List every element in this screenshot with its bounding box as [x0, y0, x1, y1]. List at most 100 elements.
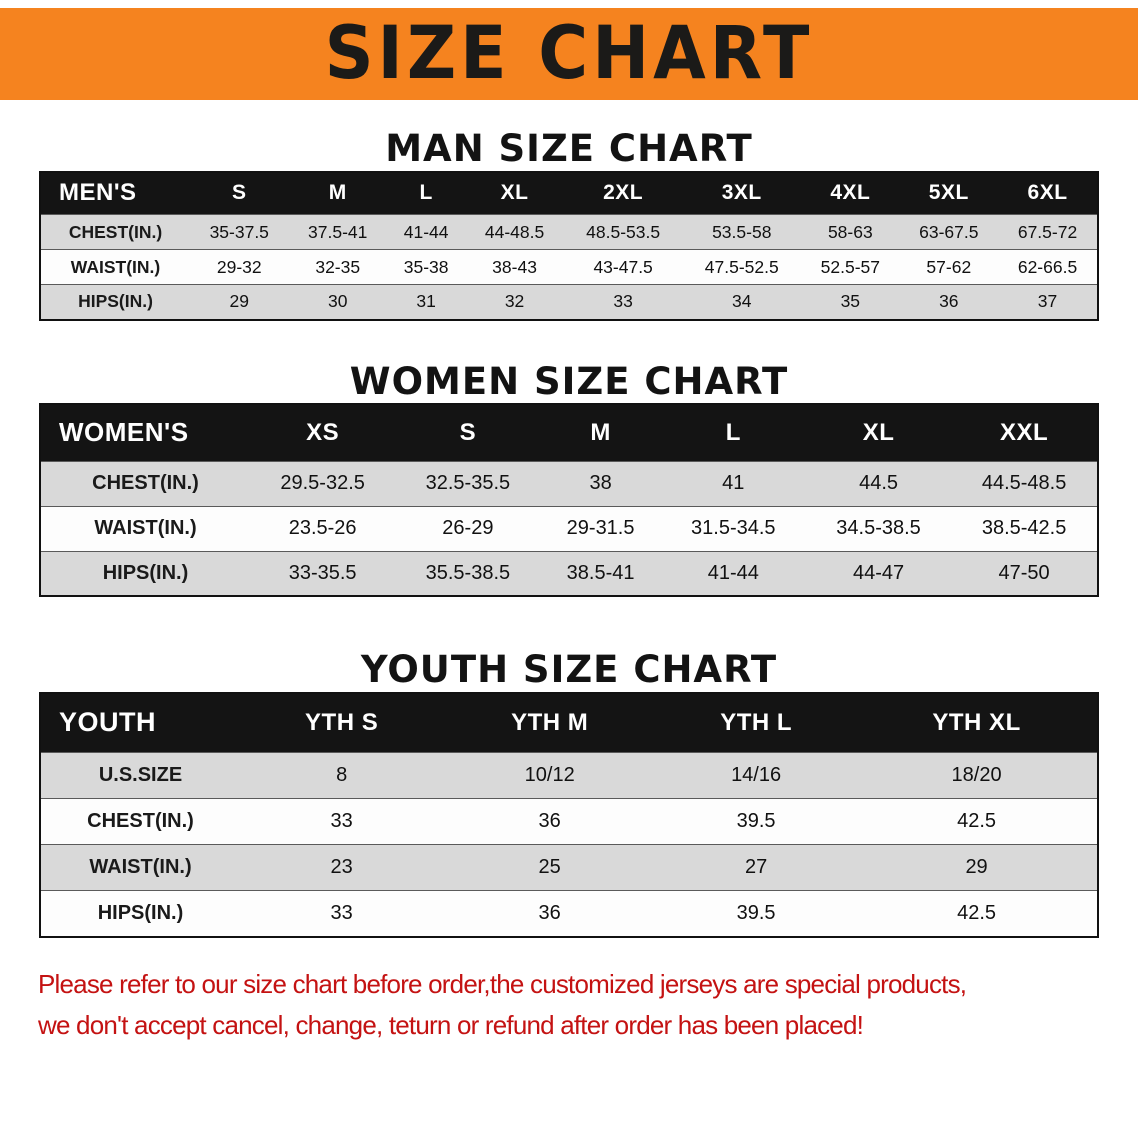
- size-value-cell: 33: [330, 901, 353, 924]
- size-value-cell: 62-66.5: [1017, 256, 1078, 277]
- disclaimer-line-1: Please refer to our size chart before or…: [38, 968, 967, 999]
- size-value-cell: 29: [229, 291, 249, 312]
- men-table-body: CHEST(IN.) 35-37.5 37.5-41 41-44 44-48.5 48.5…: [40, 214, 1098, 320]
- women-size-table: WOMEN'S XS S M L XL XXL CHEST(IN.) 29.5-32.5 32.…: [39, 403, 1099, 598]
- row-label: CHEST(IN.): [92, 472, 199, 495]
- size-value-cell: 18/20: [951, 764, 1002, 787]
- size-column-header: YTH M: [511, 708, 589, 736]
- size-value-cell: 29: [965, 856, 988, 879]
- men-table-header: MEN'S S M L XL 2XL 3XL 4XL 5XL 6XL: [40, 171, 1098, 215]
- men-size-section: MAN SIZE CHART MEN'S S M L XL 2XL 3XL 4XL 5XL 6XL…: [0, 127, 1138, 321]
- size-column-header: 2XL: [603, 181, 644, 205]
- size-value-cell: 57-62: [926, 256, 972, 277]
- size-value-cell: 52.5-57: [820, 256, 880, 277]
- size-value-cell: 35.5-38.5: [425, 561, 511, 584]
- size-value-cell: 44-48.5: [484, 221, 545, 242]
- table-header-row: WOMEN'S XS S M L XL XXL: [40, 404, 1098, 462]
- size-column-header: S: [459, 418, 477, 446]
- row-label: U.S.SIZE: [98, 764, 183, 787]
- size-column-header: XL: [862, 418, 895, 446]
- table-row: HIPS(IN.) 33 36 39.5 42.5: [40, 890, 1098, 937]
- table-row: U.S.SIZE 8 10/12 14/16 18/20: [40, 752, 1098, 799]
- size-value-cell: 27: [744, 856, 768, 879]
- women-section-heading: WOMEN SIZE CHART: [349, 359, 789, 403]
- size-value-cell: 41-44: [707, 561, 759, 584]
- table-row: CHEST(IN.) 35-37.5 37.5-41 41-44 44-48.5 48.5…: [40, 214, 1098, 250]
- size-value-cell: 30: [327, 291, 348, 312]
- size-value-cell: 33: [613, 291, 633, 312]
- size-value-cell: 42.5: [957, 901, 997, 924]
- table-row: WAIST(IN.) 29-32 32-35 35-38 38-43 43-47.5 47.…: [40, 249, 1098, 285]
- table-title-cell: MEN'S: [59, 179, 137, 207]
- women-size-section: WOMEN SIZE CHART WOMEN'S XS S M L XL XXL CHEST…: [0, 359, 1138, 598]
- size-value-cell: 10/12: [524, 764, 575, 787]
- size-value-cell: 35-38: [403, 256, 449, 277]
- size-value-cell: 44-47: [852, 561, 905, 584]
- size-value-cell: 39.5: [736, 810, 776, 833]
- table-header-row: MEN'S S M L XL 2XL 3XL 4XL 5XL 6XL: [40, 171, 1098, 215]
- youth-table-header: YOUTH YTH S YTH M YTH L YTH XL: [40, 692, 1098, 753]
- disclaimer-line-2: we don't accept cancel, change, teturn o…: [38, 1009, 864, 1040]
- table-row: CHEST(IN.) 29.5-32.5 32.5-35.5 38 41 44.5 44.5…: [40, 461, 1098, 507]
- size-column-header: L: [725, 418, 741, 446]
- size-value-cell: 48.5-53.5: [586, 221, 661, 242]
- size-value-cell: 14/16: [731, 764, 782, 787]
- row-label: CHEST(IN.): [68, 221, 163, 242]
- size-value-cell: 38: [589, 472, 612, 495]
- size-value-cell: 58-63: [827, 221, 873, 242]
- table-header-row: YOUTH YTH S YTH M YTH L YTH XL: [40, 692, 1098, 753]
- row-label: WAIST(IN.): [89, 856, 192, 879]
- size-value-cell: 35-37.5: [209, 221, 269, 242]
- size-value-cell: 34: [732, 291, 752, 312]
- size-value-cell: 32.5-35.5: [425, 472, 511, 495]
- youth-section-heading: YOUTH SIZE CHART: [360, 648, 778, 692]
- size-value-cell: 37.5-41: [308, 221, 368, 242]
- size-column-header: YTH S: [305, 708, 379, 736]
- women-table-body: CHEST(IN.) 29.5-32.5 32.5-35.5 38 41 44.5 44.5…: [40, 461, 1098, 597]
- size-value-cell: 67.5-72: [1017, 221, 1078, 242]
- size-value-cell: 31: [416, 291, 436, 312]
- size-value-cell: 44.5-48.5: [981, 472, 1067, 495]
- size-column-header: XS: [306, 418, 340, 446]
- youth-table-body: U.S.SIZE 8 10/12 14/16 18/20 CHEST(IN.) 33 36 39…: [40, 752, 1098, 937]
- table-row: CHEST(IN.) 33 36 39.5 42.5: [40, 798, 1098, 845]
- table-title-cell: YOUTH: [59, 707, 156, 738]
- size-value-cell: 23: [330, 856, 353, 879]
- size-value-cell: 33: [330, 810, 353, 833]
- row-label: WAIST(IN.): [94, 517, 197, 540]
- men-section-heading: MAN SIZE CHART: [385, 127, 753, 170]
- size-value-cell: 38-43: [492, 256, 537, 277]
- size-value-cell: 37: [1037, 291, 1058, 312]
- size-column-header: 4XL: [830, 181, 871, 205]
- men-size-table: MEN'S S M L XL 2XL 3XL 4XL 5XL 6XL CHEST(IN.) 35-3…: [39, 170, 1099, 321]
- size-value-cell: 23.5-26: [288, 517, 357, 540]
- table-row: HIPS(IN.) 29 30 31 32 33 34 35 36 37: [40, 284, 1098, 320]
- size-value-cell: 38.5-42.5: [981, 517, 1067, 540]
- table-row: WAIST(IN.) 23 25 27 29: [40, 844, 1098, 891]
- size-column-header: L: [419, 181, 433, 205]
- size-column-header: YTH XL: [932, 708, 1021, 736]
- row-label: CHEST(IN.): [87, 810, 194, 833]
- youth-size-section: YOUTH SIZE CHART YOUTH YTH S YTH M YTH L YTH…: [0, 649, 1138, 938]
- size-value-cell: 32: [504, 291, 525, 312]
- size-value-cell: 41-44: [403, 221, 449, 242]
- page-title: SIZE CHART: [324, 10, 814, 97]
- size-value-cell: 32-35: [315, 256, 361, 277]
- row-label: HIPS(IN.): [97, 901, 184, 924]
- disclaimer-text: Please refer to our size chart before or…: [38, 964, 1138, 1046]
- size-value-cell: 8: [336, 764, 348, 787]
- size-value-cell: 42.5: [957, 810, 997, 833]
- size-column-header: 5XL: [928, 181, 969, 205]
- size-value-cell: 36: [939, 291, 959, 312]
- size-value-cell: 31.5-34.5: [691, 517, 776, 540]
- size-value-cell: 34.5-38.5: [836, 517, 921, 540]
- size-value-cell: 29.5-32.5: [280, 472, 365, 495]
- size-column-header: 6XL: [1027, 181, 1068, 205]
- row-label: HIPS(IN.): [102, 561, 189, 584]
- table-row: HIPS(IN.) 33-35.5 35.5-38.5 38.5-41 41-44 44-…: [40, 551, 1098, 597]
- size-column-header: YTH L: [720, 708, 793, 736]
- size-value-cell: 38.5-41: [566, 561, 635, 584]
- size-value-cell: 39.5: [736, 901, 776, 924]
- row-label: HIPS(IN.): [78, 291, 153, 312]
- size-value-cell: 35: [840, 291, 861, 312]
